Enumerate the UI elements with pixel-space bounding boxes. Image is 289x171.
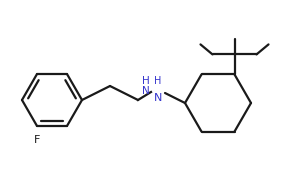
Text: H: H bbox=[154, 76, 162, 86]
Text: F: F bbox=[34, 135, 40, 145]
Text: N: N bbox=[154, 93, 162, 103]
Text: H
N: H N bbox=[142, 76, 150, 96]
